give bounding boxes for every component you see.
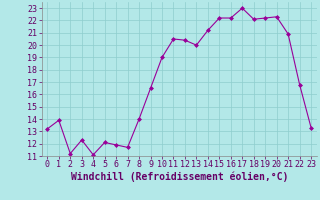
X-axis label: Windchill (Refroidissement éolien,°C): Windchill (Refroidissement éolien,°C) xyxy=(70,172,288,182)
